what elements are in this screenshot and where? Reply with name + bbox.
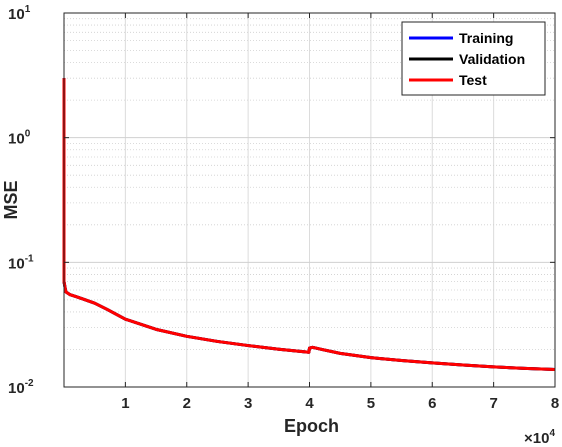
- x-axis-title: Epoch: [284, 416, 339, 436]
- y-tick-label: 10-2: [8, 378, 34, 397]
- legend: Training Validation Test: [401, 21, 546, 96]
- legend-label-training: Training: [459, 30, 513, 46]
- legend-label-test: Test: [459, 72, 487, 88]
- x-tick-label: 4: [305, 395, 314, 412]
- x-tick-label: 6: [428, 395, 436, 412]
- x-tick-label: 2: [183, 395, 191, 412]
- x-tick-label: 8: [551, 395, 559, 412]
- series-line-test: [62, 78, 556, 372]
- x-axis-multiplier: ×104: [524, 428, 555, 447]
- x-tick-label: 3: [244, 395, 252, 412]
- x-tick-label: 1: [121, 395, 129, 412]
- legend-label-validation: Validation: [459, 51, 525, 67]
- series-lines: [62, 78, 556, 372]
- x-tick-label: 5: [367, 395, 375, 412]
- y-tick-label: 10-1: [8, 253, 34, 272]
- ticks: 1 2 3 4 5 6 7 8 10-2 10-1 100 101: [8, 4, 559, 412]
- x-tick-label: 7: [489, 395, 497, 412]
- y-tick-label: 100: [8, 129, 31, 148]
- y-axis-title: MSE: [1, 180, 21, 219]
- y-axis-title-group: MSE: [1, 180, 21, 219]
- y-tick-label: 101: [8, 4, 31, 23]
